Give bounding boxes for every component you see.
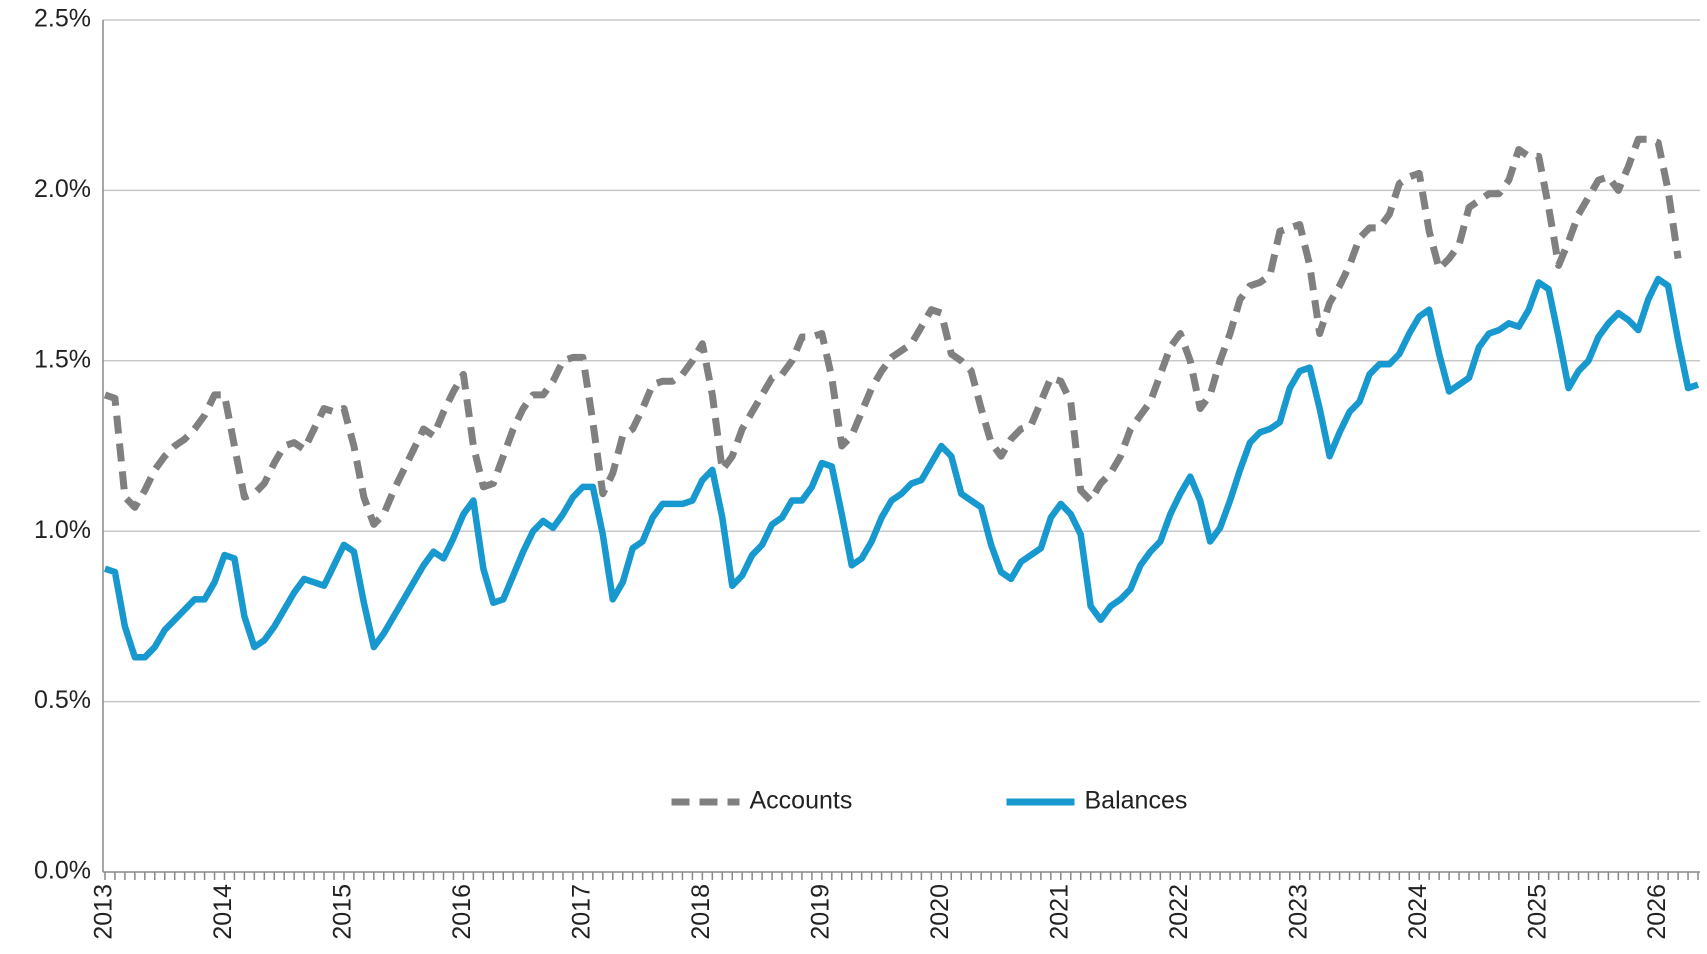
x-tick-label: 2014 [209,884,237,940]
x-tick-label: 2026 [1643,884,1671,940]
line-series [103,135,1682,528]
y-tick-label: 2.5% [34,5,91,33]
y-tick-label: 0.0% [34,857,91,885]
legend-label: Accounts [750,787,853,815]
y-tick-label: 2.0% [34,175,91,203]
x-tick-label: 2024 [1404,884,1432,940]
x-tick-label: 2023 [1284,884,1312,940]
x-tick-label: 2021 [1045,884,1073,940]
x-tick-label: 2013 [90,884,118,940]
x-tick-label: 2015 [329,884,357,940]
line-series [103,275,1700,661]
x-tick-label: 2016 [448,884,476,940]
x-tick-label: 2022 [1165,884,1193,940]
y-tick-label: 1.0% [34,516,91,544]
y-tick-label: 1.5% [34,345,91,373]
x-tick-label: 2017 [568,884,596,940]
legend-label: Balances [1085,787,1188,815]
x-tick-label: 2020 [926,884,954,940]
y-tick-label: 0.5% [34,686,91,714]
x-tick-label: 2019 [806,884,834,940]
x-tick-label: 2025 [1523,884,1551,940]
x-tick-label: 2018 [687,884,715,940]
